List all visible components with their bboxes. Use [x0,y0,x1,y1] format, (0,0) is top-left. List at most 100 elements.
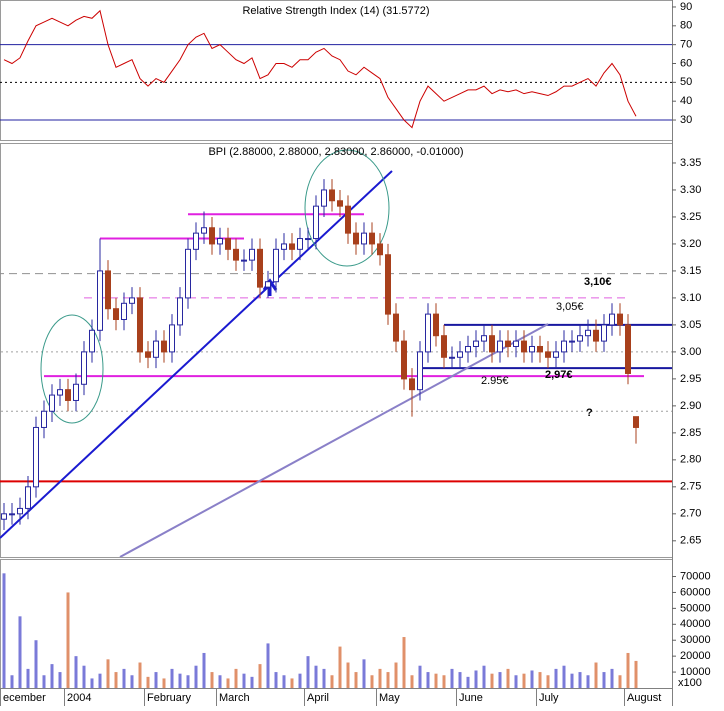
volume-bar [618,675,622,688]
x-tick-label: June [459,692,483,704]
volume-bar [146,676,150,688]
volume-bar [458,672,462,688]
volume-bar [450,668,454,688]
y-tick-label: 3.25 [680,211,701,223]
y-tick-label: 2.70 [680,508,701,520]
candle-body [625,324,631,374]
candle-body [249,248,255,261]
y-tick-label: 2.90 [680,400,701,412]
volume-bar [234,668,238,688]
candle-body [305,238,311,241]
volume-bar [402,637,406,688]
volume-bar [66,592,70,688]
candle-body [545,351,551,358]
volume-bar [378,668,382,688]
volume-bar [250,676,254,688]
volume-bar [578,672,582,688]
candle-body [217,238,223,245]
volume-bar [114,672,118,688]
candle-body [537,345,543,353]
volume-bar [290,678,294,688]
candle-body [225,238,231,250]
volume-bar [466,676,470,688]
volume-bar [154,672,158,688]
y-tick-label: 3.30 [680,184,701,196]
volume-bar [522,673,526,688]
candle-body [633,416,639,428]
candle-body [569,340,575,343]
candle-body [297,238,303,250]
y-tick-label: 3.10 [680,292,701,304]
trendline [0,170,393,539]
candle-body [201,227,207,234]
volume-bar [26,668,30,688]
candle-body [209,227,215,245]
y-tick-label: 10000 [680,666,711,678]
volume-bar [330,675,334,688]
y-tick-label: 40 [680,95,692,107]
volume-bar [634,660,638,688]
candle-body [345,205,351,234]
candle-body [241,259,247,262]
indicator-title: Relative Strength Index (14) (31.5772) [242,5,429,17]
candle-body [577,335,583,342]
y-tick-label: 3.20 [680,238,701,250]
candle-body [473,340,479,347]
x-tick-label: ecember [3,692,46,704]
volume-bar [570,673,574,688]
volume-bar [50,664,54,688]
annotation: 2.95€ [481,375,509,387]
candle-body [513,340,519,347]
x-tick-label: April [307,692,329,704]
volume-bar [210,672,214,688]
volume-bar [178,673,182,688]
candle-body [425,313,431,353]
candle-body [65,389,71,401]
x-tick-label: 2004 [67,692,91,704]
volume-bar [274,672,278,688]
rsi-line [3,9,637,129]
volume-bar [626,652,630,688]
x-tick-label: August [627,692,661,704]
x-tick-label: May [379,692,400,704]
candle-body [593,329,599,342]
volume-bar [306,656,310,688]
candle-body [89,329,95,353]
volume-bar [10,675,14,688]
volume-bar [138,662,142,688]
y-tick-label: 40000 [680,618,711,630]
y-tick-label: 2.75 [680,481,701,493]
volume-bar [2,573,6,688]
candle-body [233,248,239,261]
axis-note: x100 [678,677,702,689]
volume-bar [82,665,86,688]
y-tick-label: 70 [680,39,692,51]
y-tick-label: 2.85 [680,427,701,439]
candle-body [481,335,487,342]
candle-body [409,378,415,391]
candle-body [161,340,167,353]
candle-body [313,205,319,240]
candle-body [329,189,335,202]
volume-bar [130,675,134,688]
candle-body [193,232,199,250]
volume-bar [586,675,590,688]
candle-body [1,513,7,520]
candle-body [137,297,143,353]
y-tick-label: 3.15 [680,265,701,277]
y-tick-label: 2.80 [680,454,701,466]
candle-body [553,351,559,358]
candle-body [153,340,159,358]
candle-body [441,335,447,358]
volume-bar [602,672,606,688]
candle-body [433,313,439,337]
volume-bar [34,640,38,688]
y-tick-label: 30 [680,114,692,126]
candle-body [601,324,607,342]
candle-body [129,297,135,304]
volume-bar [410,675,414,688]
highlight-circle [304,149,390,267]
candle-body [41,410,47,428]
volume-bar [362,659,366,688]
